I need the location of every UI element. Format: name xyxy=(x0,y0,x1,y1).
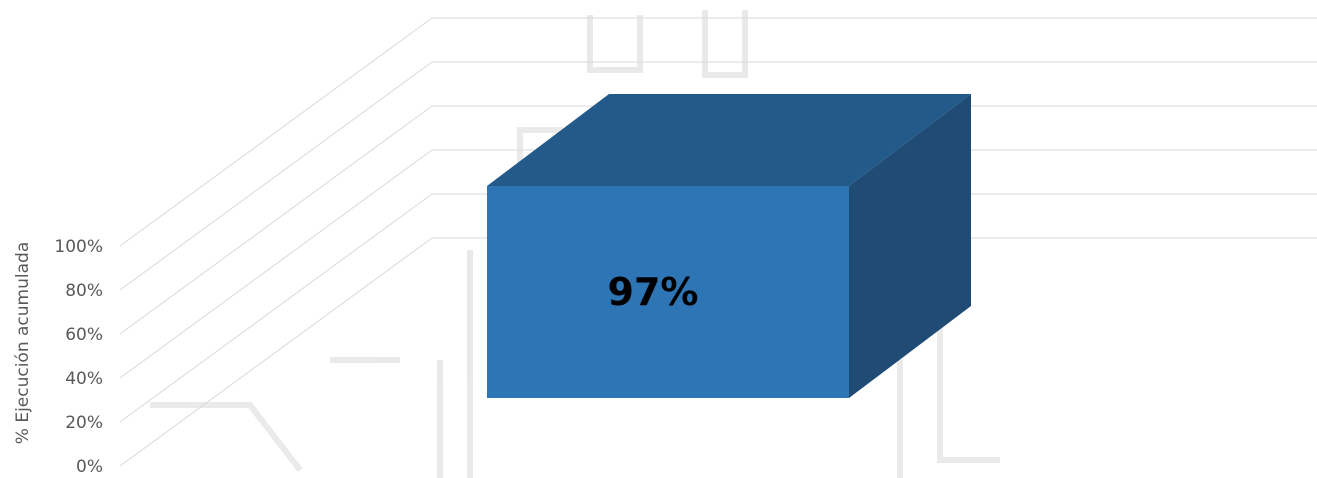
gridline-side xyxy=(119,17,433,247)
bar-side-face xyxy=(849,94,971,398)
y-tick-label: 80% xyxy=(65,281,103,301)
bar-data-label: 97% xyxy=(608,270,699,314)
bar-top-face xyxy=(487,94,971,186)
y-axis-title: % Ejecución acumulada xyxy=(13,242,33,444)
y-tick-label: 100% xyxy=(54,237,103,257)
bars: 97% xyxy=(487,94,971,398)
gridline-side xyxy=(119,237,433,467)
bar xyxy=(487,186,849,398)
y-tick-label: 20% xyxy=(65,413,103,433)
gridline-side xyxy=(119,61,433,291)
gridline-side xyxy=(119,105,433,335)
gridline-side xyxy=(119,149,433,379)
y-tick-label: 60% xyxy=(65,325,103,345)
y-tick-label: 40% xyxy=(65,369,103,389)
gridline-side xyxy=(119,193,433,423)
y-tick-labels: 0% 20% 40% 60% 80% 100% xyxy=(54,237,103,477)
y-tick-label: 0% xyxy=(76,457,103,477)
